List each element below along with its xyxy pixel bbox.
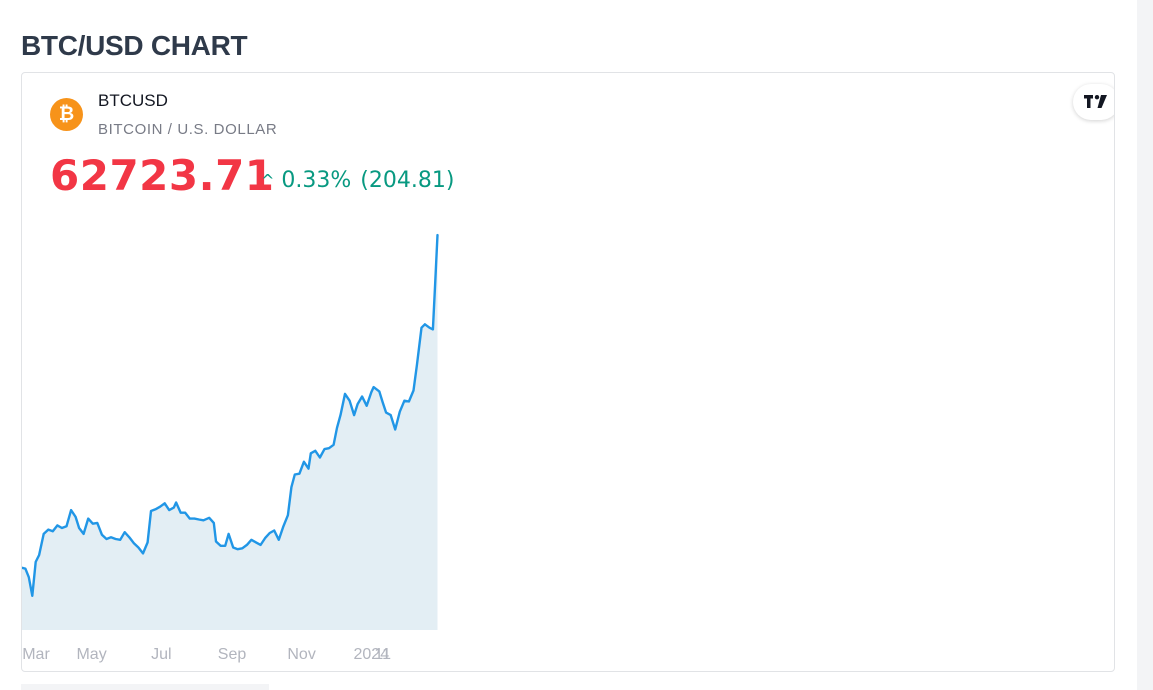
x-tick-label: 2024 [354,646,390,663]
x-tick-label: Jul [151,646,171,663]
page-title: BTC/USD CHART [21,30,248,61]
arrow-up-icon: ^ [261,171,275,190]
change-percent: 0.33% [281,168,352,193]
symbol-description: BITCOIN / U.S. DOLLAR [98,121,278,138]
price-line [22,233,439,597]
x-tick-label: Nov [287,646,315,663]
price-area-fill [22,235,438,630]
chart-widget[interactable]: Mar May Jul Sep Nov 2024 11 ₿ BTCUSD BITCOIN /… [21,72,1115,672]
change-value: (204.81) [360,168,455,193]
tradingview-logo-icon[interactable] [1073,84,1114,120]
last-price: 62723.71 [50,151,275,200]
price-change: ^ 0.33% (204.81) [261,168,454,193]
bitcoin-icon: ₿ [50,98,83,131]
tradingview-logo-icon [1084,95,1107,108]
x-tick-label: Mar [22,646,50,663]
x-tick-label: Sep [218,646,247,663]
x-tick-label: 11 [374,646,391,663]
symbol-name[interactable]: BTCUSD [98,91,168,110]
page-scroll-gutter [1137,0,1153,690]
below-widget-bar [21,684,269,690]
x-tick-label: May [76,646,106,663]
